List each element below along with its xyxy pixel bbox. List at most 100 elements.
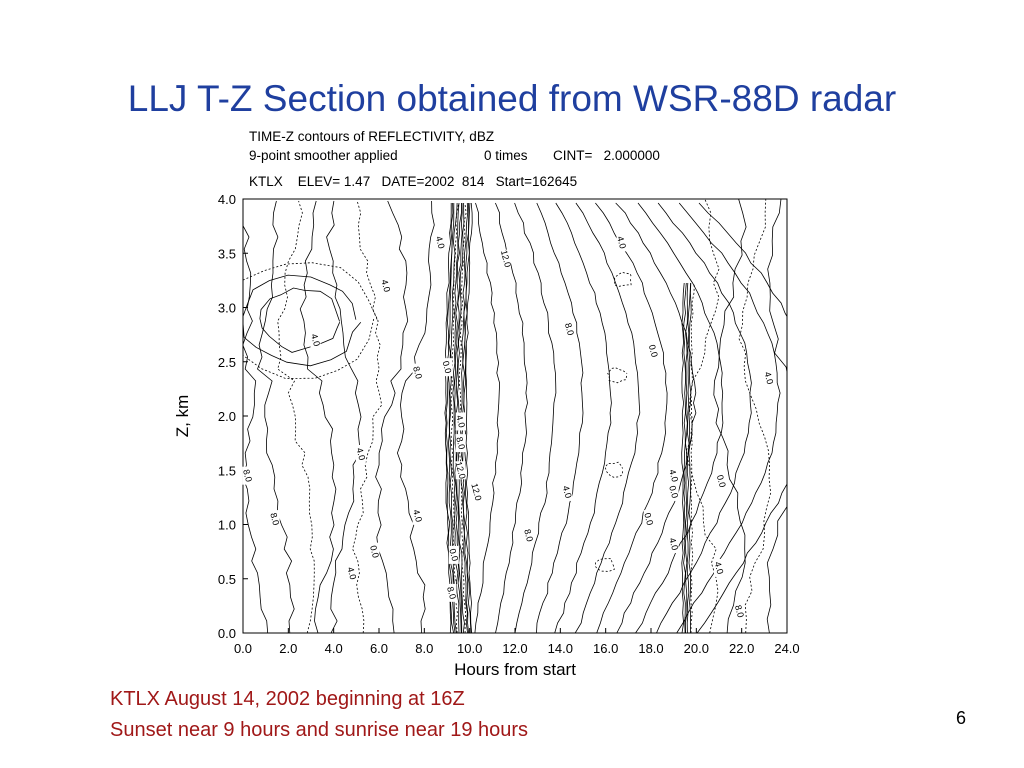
slide-title: LLJ T-Z Section obtained from WSR-88D ra… xyxy=(127,78,897,119)
y-tick-label: 4.0 xyxy=(218,192,236,207)
x-tick-label: 10.0 xyxy=(457,641,482,656)
contour-label-bg xyxy=(500,249,511,268)
caption-line-1: KTLX August 14, 2002 beginning at 16Z xyxy=(110,688,465,710)
contour-line xyxy=(243,274,362,367)
contour-line xyxy=(790,199,823,633)
contour-label-bg xyxy=(346,564,357,583)
contour-label: 8.0 xyxy=(411,365,424,380)
contour-label: 0.0 xyxy=(642,512,655,527)
contour-label: 4.0 xyxy=(454,414,467,429)
contour-label: 4.0 xyxy=(309,333,322,348)
y-tick-label: 2.0 xyxy=(218,409,236,424)
contour-line xyxy=(595,202,668,633)
y-tick-label: 2.5 xyxy=(218,355,236,370)
contour-label-bg xyxy=(668,466,679,485)
contour-line xyxy=(554,202,612,633)
contour-label-bg xyxy=(369,542,380,561)
contour-label-bg xyxy=(616,233,627,252)
contour-line xyxy=(243,262,378,379)
contour-label: 8.0 xyxy=(522,528,535,543)
x-tick-label: 2.0 xyxy=(279,641,297,656)
contour-line xyxy=(676,202,781,633)
contour-label: 4.0 xyxy=(713,561,726,576)
contour-line xyxy=(690,282,695,633)
y-tick-label: 3.0 xyxy=(218,301,236,316)
contour-line xyxy=(607,367,628,384)
contour-label: 4.0 xyxy=(345,566,358,581)
plot-header-smoother: 9-point smoother applied xyxy=(249,148,398,163)
contour-label: 12.0 xyxy=(499,249,513,269)
contour-line xyxy=(818,199,849,633)
contour-line xyxy=(474,202,501,633)
contour-label-bg xyxy=(471,482,482,501)
contour-label: 4.0 xyxy=(354,447,367,462)
contour-label-bg xyxy=(355,444,366,463)
contour-label: 8.0 xyxy=(268,512,281,527)
contour-label: 12.0 xyxy=(454,460,468,480)
contour-line xyxy=(257,200,295,633)
contour-line xyxy=(536,202,584,633)
contour-label: 0.0 xyxy=(368,544,381,559)
contour-line xyxy=(375,200,409,633)
contour-label: 8.0 xyxy=(241,468,254,483)
contour-label-bg xyxy=(412,363,423,382)
contour-line xyxy=(326,200,362,633)
contour-line xyxy=(635,202,724,633)
contour-line xyxy=(688,282,692,633)
contour-label-bg xyxy=(380,276,391,295)
contour-label: 0.0 xyxy=(667,485,680,500)
y-tick-label: 0.5 xyxy=(218,572,236,587)
contour-label-bg xyxy=(564,320,575,339)
x-tick-label: 12.0 xyxy=(502,641,527,656)
plot-header-title: TIME-Z contours of REFLECTIVITY, dBZ xyxy=(249,129,495,144)
x-tick-label: 0.0 xyxy=(234,641,252,656)
contour-line xyxy=(615,202,697,633)
contour-line xyxy=(352,200,383,633)
contour-label-bg xyxy=(435,233,446,252)
contour-line xyxy=(465,202,473,633)
contour-label: 8.0 xyxy=(445,586,458,601)
contour-line xyxy=(604,461,623,478)
page-number: 6 xyxy=(955,708,966,728)
contour-label-bg xyxy=(455,434,466,453)
contour-label: 4.0 xyxy=(615,235,628,250)
contour-line xyxy=(684,282,689,633)
contour-label-bg xyxy=(523,526,534,545)
x-tick-label: 4.0 xyxy=(325,641,343,656)
contour-line xyxy=(696,202,787,633)
contour-label-bg xyxy=(668,535,679,554)
contour-label-bg xyxy=(734,602,745,621)
contour-label-bg xyxy=(242,466,253,485)
contour-label-bg xyxy=(448,545,459,564)
y-tick-label: 1.5 xyxy=(218,463,236,478)
x-tick-label: 24.0 xyxy=(774,641,799,656)
x-tick-label: 18.0 xyxy=(638,641,663,656)
contour-label: 8.0 xyxy=(454,436,467,451)
contour-label: 0.0 xyxy=(447,548,460,563)
contour-label: 8.0 xyxy=(563,322,576,337)
plot-header-times: 0 times xyxy=(484,148,528,163)
x-tick-label: 6.0 xyxy=(370,641,388,656)
x-tick-label: 16.0 xyxy=(593,641,618,656)
x-tick-label: 14.0 xyxy=(548,641,573,656)
y-tick-label: 0.0 xyxy=(218,626,236,641)
x-tick-label: 20.0 xyxy=(684,641,709,656)
contour-line xyxy=(574,202,641,633)
contour-line xyxy=(243,224,269,633)
contour-label: 4.0 xyxy=(667,537,680,552)
contour-label: 4.0 xyxy=(379,278,392,293)
caption-line-2: Sunset near 9 hours and sunrise near 19 … xyxy=(110,719,529,741)
contour-line xyxy=(277,200,315,633)
contour-line xyxy=(495,202,528,633)
contour-line xyxy=(514,202,557,633)
contour-line xyxy=(396,200,435,633)
contour-line xyxy=(738,199,772,633)
contour-label-bg xyxy=(763,369,774,388)
y-tick-label: 3.5 xyxy=(218,246,236,261)
contour-line xyxy=(299,200,337,633)
contour-line xyxy=(686,282,691,633)
contour-label-bg xyxy=(668,482,679,501)
contour-line xyxy=(656,202,752,633)
contour-label: 4.0 xyxy=(667,468,680,483)
